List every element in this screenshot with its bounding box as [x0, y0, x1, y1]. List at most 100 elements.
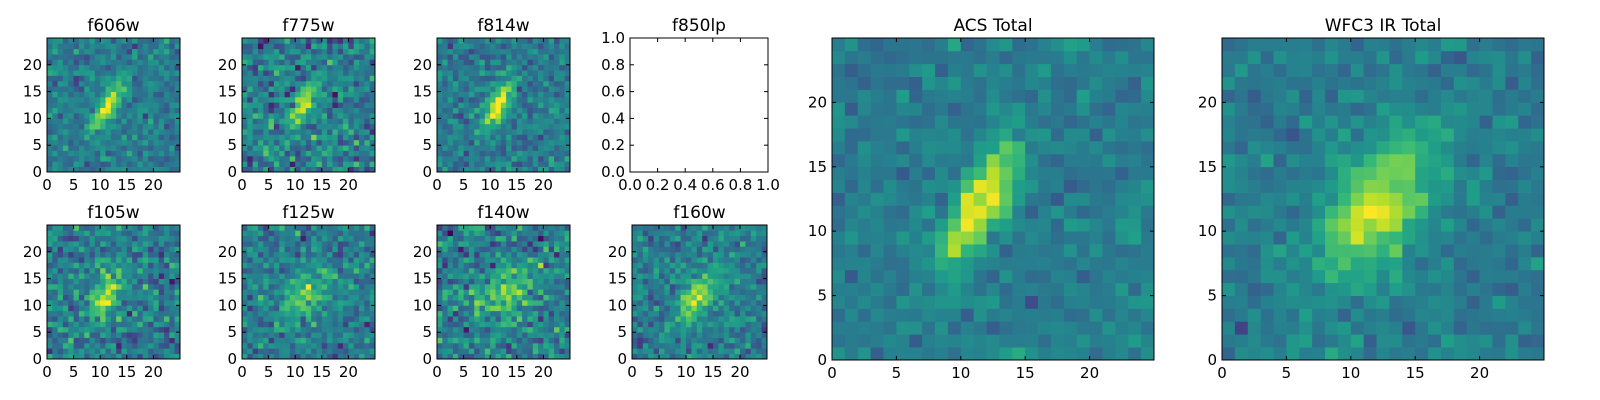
- heatmap-cell: [295, 161, 301, 167]
- heatmap-cell: [52, 348, 58, 354]
- heatmap-cell: [164, 316, 170, 322]
- heatmap-cell: [484, 134, 491, 141]
- heatmap-cell: [279, 38, 285, 44]
- heatmap-cell: [479, 113, 486, 119]
- heatmap-cell: [257, 294, 264, 301]
- heatmap-cell: [343, 166, 349, 173]
- heatmap-cell: [289, 332, 296, 338]
- heatmap-cell: [522, 235, 528, 242]
- heatmap-cell: [659, 241, 665, 247]
- heatmap-cell: [284, 310, 291, 317]
- heatmap-cell: [532, 316, 539, 322]
- heatmap-cell: [458, 102, 464, 109]
- heatmap-cell: [442, 118, 448, 125]
- heatmap-cell: [105, 321, 112, 328]
- heatmap-cell: [522, 348, 528, 354]
- heatmap-cell: [468, 305, 475, 312]
- heatmap-cell: [447, 225, 454, 231]
- heatmap-cell: [452, 113, 459, 119]
- heatmap-cell: [554, 283, 560, 290]
- heatmap-cell: [548, 251, 555, 258]
- heatmap-cell: [273, 235, 280, 242]
- heatmap-cell: [300, 43, 307, 50]
- heatmap-cell: [268, 225, 275, 231]
- heatmap-cell: [242, 80, 248, 87]
- heatmap-cell: [870, 256, 884, 271]
- heatmap-cell: [132, 332, 138, 338]
- heatmap-cell: [142, 75, 149, 82]
- heatmap-cell: [999, 282, 1013, 296]
- heatmap-cell: [495, 294, 502, 301]
- heatmap-cell: [110, 283, 117, 290]
- heatmap-cell: [642, 310, 649, 317]
- y-tick-label: 0: [422, 163, 432, 181]
- heatmap-cell: [642, 230, 649, 237]
- heatmap-cell: [442, 257, 448, 263]
- heatmap-cell: [273, 139, 280, 146]
- heatmap-cell: [734, 283, 741, 290]
- heatmap-cell: [68, 262, 74, 269]
- heatmap-cell: [437, 134, 443, 141]
- heatmap-cell: [116, 129, 122, 135]
- heatmap-cell: [554, 129, 560, 135]
- heatmap-cell: [100, 75, 106, 82]
- heatmap-cell: [57, 96, 64, 103]
- heatmap-cell: [761, 273, 768, 279]
- heatmap-cell: [516, 91, 523, 98]
- heatmap-cell: [242, 38, 248, 44]
- heatmap-cell: [242, 305, 248, 312]
- heatmap-cell: [62, 118, 69, 125]
- heatmap-cell: [174, 145, 181, 151]
- heatmap-cell: [664, 267, 671, 274]
- heatmap-cell: [642, 348, 649, 354]
- heatmap-cell: [142, 43, 149, 50]
- heatmap-cell: [511, 316, 518, 322]
- heatmap-cell: [500, 300, 507, 306]
- heatmap-cell: [564, 145, 571, 151]
- heatmap-cell: [142, 64, 149, 71]
- heatmap-cell: [284, 43, 291, 50]
- heatmap-cell: [718, 289, 725, 296]
- heatmap-cell: [252, 289, 259, 296]
- heatmap-cell: [458, 113, 464, 119]
- heatmap-cell: [729, 300, 735, 306]
- heatmap-cell: [516, 294, 523, 301]
- heatmap-cell: [316, 342, 323, 349]
- heatmap-cell: [490, 107, 496, 114]
- heatmap-cell: [527, 262, 534, 269]
- heatmap-cell: [761, 342, 768, 349]
- heatmap-cell: [321, 337, 328, 344]
- heatmap-cell: [164, 113, 170, 119]
- heatmap-cell: [479, 91, 486, 98]
- heatmap-cell: [353, 161, 360, 167]
- heatmap-cell: [142, 326, 149, 333]
- heatmap-cell: [68, 64, 74, 71]
- heatmap-cell: [121, 310, 128, 317]
- heatmap-cell: [1025, 347, 1039, 361]
- heatmap-cell: [78, 107, 85, 114]
- heatmap-cell: [484, 166, 491, 173]
- heatmap-cell: [1012, 282, 1026, 296]
- heatmap-cell: [174, 129, 181, 135]
- heatmap-cell: [174, 262, 181, 269]
- heatmap-cell: [364, 139, 371, 146]
- heatmap-cell: [52, 129, 58, 135]
- heatmap-cell: [516, 321, 523, 328]
- heatmap-cell: [78, 38, 85, 44]
- heatmap-cell: [559, 310, 566, 317]
- heatmap-cell: [538, 38, 544, 44]
- heatmap-cell: [158, 310, 165, 317]
- heatmap-cell: [463, 332, 470, 338]
- heatmap-cell: [511, 113, 518, 119]
- heatmap-cell: [94, 230, 101, 237]
- heatmap-cell: [62, 353, 69, 360]
- heatmap-cell: [527, 235, 534, 242]
- heatmap-cell: [554, 294, 560, 301]
- heatmap-cell: [458, 235, 464, 242]
- heatmap-cell: [94, 257, 101, 263]
- heatmap-cell: [707, 353, 714, 360]
- heatmap-cell: [369, 273, 376, 279]
- heatmap-cell: [442, 267, 448, 274]
- heatmap-cell: [564, 70, 571, 76]
- heatmap-cell: [321, 123, 328, 130]
